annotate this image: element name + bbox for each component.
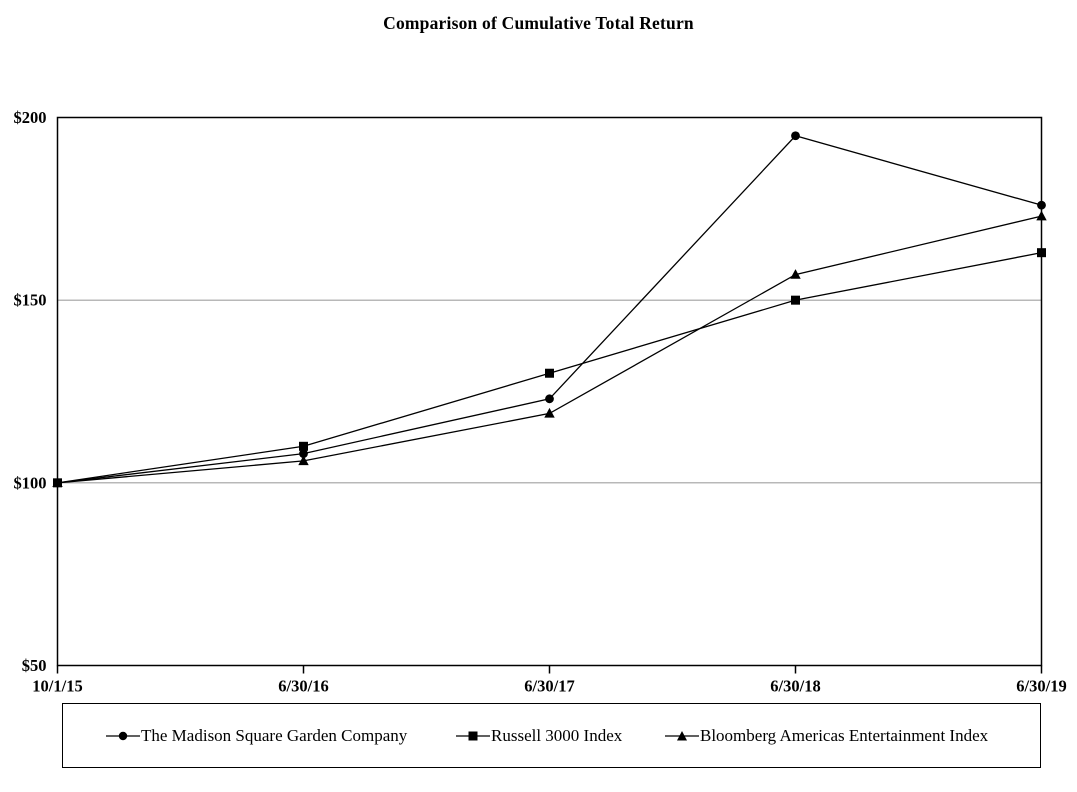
data-point-triangle — [298, 455, 309, 466]
data-point-triangle — [544, 407, 555, 418]
series-line-1 — [57, 252, 1042, 484]
circle-marker-icon — [106, 731, 140, 740]
legend-entry-russell-3000: Russell 3000 Index — [456, 726, 622, 746]
series-line-0 — [57, 135, 1042, 484]
data-point-square — [545, 368, 554, 378]
x-tick-label: 10/1/15 — [32, 677, 82, 696]
x-tick-label: 6/30/16 — [278, 677, 328, 696]
data-point-square — [1037, 248, 1046, 258]
legend-entry-madison-square-garden: The Madison Square Garden Company — [106, 726, 407, 746]
legend-entry-bloomberg-americas-entertainment: Bloomberg Americas Entertainment Index — [665, 726, 988, 746]
legend-label-madison-square-garden: The Madison Square Garden Company — [141, 725, 408, 745]
y-tick-label: $150 — [14, 291, 47, 310]
x-tick-label: 6/30/17 — [524, 677, 574, 696]
legend: The Madison Square Garden Company Russel… — [62, 703, 1041, 768]
data-point-circle — [545, 394, 554, 404]
data-point-triangle — [1036, 210, 1047, 221]
data-point-triangle — [790, 269, 801, 279]
data-point-circle — [791, 131, 800, 141]
legend-label-bloomberg-americas-entertainment: Bloomberg Americas Entertainment Index — [700, 725, 989, 745]
y-tick-label: $50 — [22, 656, 47, 675]
series-line-2 — [57, 215, 1042, 484]
chart-title: Comparison of Cumulative Total Return — [383, 13, 694, 33]
data-point-circle — [1037, 200, 1046, 210]
data-point-triangle — [52, 477, 63, 488]
y-tick-label: $200 — [14, 108, 47, 127]
x-tick-label: 6/30/18 — [770, 677, 820, 696]
y-tick-label: $100 — [14, 473, 47, 492]
square-marker-icon — [456, 731, 490, 740]
plot-border — [56, 116, 1043, 667]
legend-label-russell-3000: Russell 3000 Index — [491, 725, 623, 745]
triangle-marker-icon — [665, 730, 699, 740]
data-point-square — [791, 295, 800, 305]
data-point-circle — [299, 449, 308, 459]
data-point-square — [299, 441, 308, 451]
x-tick-label: 6/30/19 — [1016, 677, 1066, 696]
